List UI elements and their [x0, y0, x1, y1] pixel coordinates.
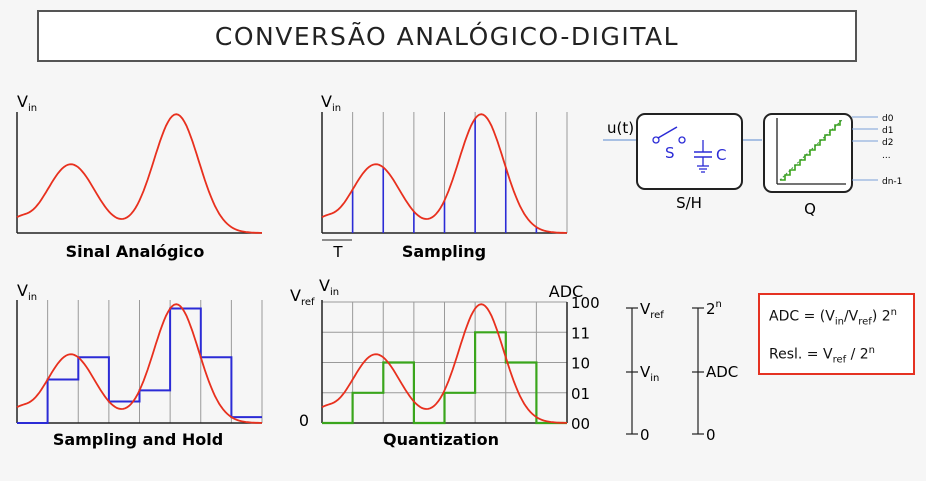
output-label: d0 [882, 114, 894, 124]
quant-code-label: 10 [571, 355, 590, 373]
title-box: CONVERSÃO ANALÓGICO-DIGITAL [37, 10, 857, 62]
scale-vref: Vref [640, 300, 664, 321]
hold-staircase [17, 307, 262, 424]
sh-label: S/H [676, 194, 702, 212]
panels-layer [16, 112, 568, 425]
quant-signal-curve [321, 303, 567, 424]
page-title: CONVERSÃO ANALÓGICO-DIGITAL [214, 21, 680, 51]
hold-signal-curve [16, 303, 262, 424]
output-lines: d0 d1 d2... dn-1 [852, 114, 902, 187]
scale-diagram: Vref Vin 0 2n ADC 0 [626, 299, 738, 444]
scale-zero-right: 0 [706, 426, 716, 444]
sample-hold-block: u(t) S C S/H [603, 113, 762, 212]
scale-2n: 2n [706, 299, 722, 318]
switch-contact-b [678, 136, 686, 144]
scale-vin: Vin [640, 363, 659, 384]
quant-code-label: 11 [571, 324, 590, 342]
analog-ylabel: Vin [17, 92, 37, 114]
hold-ylabel: Vin [17, 281, 37, 303]
quant-caption: Quantization [383, 430, 499, 449]
quantizer-block: d0 d1 d2... dn-1 Q [763, 113, 902, 218]
quant-zero-label: 0 [299, 411, 309, 430]
period-label: T [332, 243, 343, 261]
sampling-caption: Sampling [402, 242, 486, 261]
quantized-staircase [322, 331, 567, 425]
staircase-icon [779, 119, 843, 181]
formula-box: ADC = (Vin/Vref) 2n Resl. = Vref / 2n [758, 293, 915, 375]
quant-ylabel: Vin [319, 276, 339, 298]
sh-box [636, 113, 743, 190]
sampled-signal-curve [321, 113, 567, 234]
switch-icon [657, 126, 678, 139]
quant-code-label: 01 [571, 385, 590, 403]
output-label: d1 [882, 126, 893, 136]
capacitor-label: C [716, 146, 726, 164]
scale-adc: ADC [706, 363, 738, 381]
adc-formula: ADC = (Vin/Vref) 2n [769, 307, 897, 328]
adc-axis-label: ADC [549, 282, 583, 301]
output-label: dn-1 [882, 177, 902, 187]
input-label: u(t) [607, 119, 634, 137]
switch-label: S [665, 144, 675, 162]
quant-code-label: 00 [571, 415, 590, 433]
sampling-ylabel: Vin [321, 92, 341, 114]
q-label: Q [804, 200, 816, 218]
hold-caption: Sampling and Hold [53, 430, 223, 449]
analog-signal-curve [16, 113, 262, 234]
output-label: ... [882, 151, 891, 161]
switch-contact-a [652, 136, 660, 144]
quant-code-label: 100 [571, 294, 600, 312]
vref-label: Vref [290, 286, 315, 308]
resolution-formula: Resl. = Vref / 2n [769, 345, 876, 366]
analog-caption: Sinal Analógico [66, 242, 205, 261]
output-label: d2 [882, 138, 893, 148]
staircase-path [780, 120, 841, 181]
scale-zero-left: 0 [640, 426, 650, 444]
